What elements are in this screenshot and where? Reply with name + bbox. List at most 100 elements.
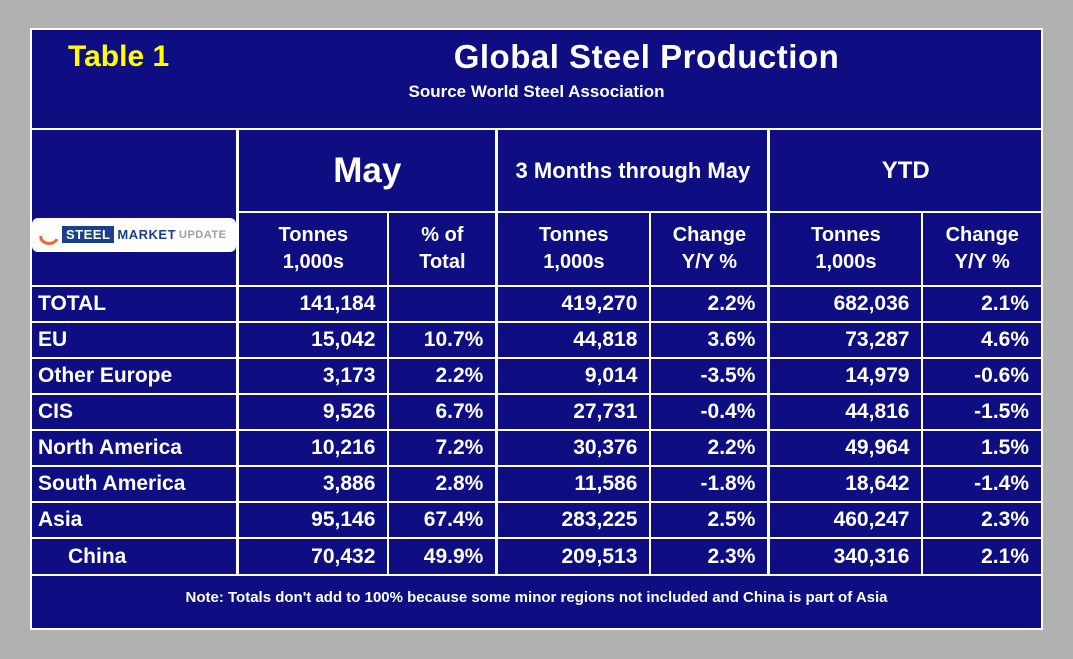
may-pct-cell: 2.2%	[387, 357, 498, 395]
source-subtitle: Source World Steel Association	[408, 82, 665, 101]
3mo-tonnes-cell: 27,731	[495, 393, 652, 431]
ytd-change-cell: 2.1%	[921, 537, 1041, 575]
group-header-may: May	[236, 129, 498, 213]
title-row: Table 1 Global Steel Production	[32, 38, 1041, 76]
may-tonnes-cell: 141,184	[236, 285, 390, 323]
ytd-change-cell: 1.5%	[921, 429, 1041, 467]
ytd-tonnes-cell: 73,287	[767, 321, 924, 359]
may-pct-cell: 6.7%	[387, 393, 498, 431]
3mo-tonnes-cell: 9,014	[495, 357, 652, 395]
ytd-change-cell: -1.4%	[921, 465, 1041, 503]
3mo-change-cell: 2.2%	[649, 429, 770, 467]
3mo-tonnes-cell: 283,225	[495, 501, 652, 539]
region-cell: North America	[32, 429, 239, 467]
region-cell: South America	[32, 465, 239, 503]
col-header-line: Y/Y %	[954, 251, 1010, 273]
col-header-3mo-change: Change Y/Y %	[649, 211, 770, 287]
table-row-total: TOTAL 141,184 419,270 2.2% 682,036 2.1%	[32, 285, 1041, 323]
footnote: Note: Totals don't add to 100% because s…	[32, 574, 1041, 619]
region-cell: TOTAL	[32, 285, 239, 323]
3mo-change-cell: 2.2%	[649, 285, 770, 323]
may-pct-cell: 10.7%	[387, 321, 498, 359]
logo-swoosh-icon	[38, 224, 58, 246]
3mo-tonnes-cell: 419,270	[495, 285, 652, 323]
logo-steel-text: STEEL	[62, 226, 115, 243]
may-pct-cell: 7.2%	[387, 429, 498, 467]
group-header-3-months: 3 Months through May	[495, 129, 770, 213]
may-tonnes-cell: 3,173	[236, 357, 390, 395]
page-title: Global Steel Production	[453, 38, 840, 75]
3mo-change-cell: -3.5%	[649, 357, 770, 395]
table-number-label: Table 1	[68, 40, 170, 73]
table-row-china: China 70,432 49.9% 209,513 2.3% 340,316 …	[32, 537, 1041, 575]
col-header-line: Total	[419, 251, 466, 273]
may-pct-cell: 67.4%	[387, 501, 498, 539]
steel-market-update-logo: STEEL MARKET UPDATE	[32, 217, 237, 252]
3mo-change-cell: -1.8%	[649, 465, 770, 503]
col-header-line: Tonnes	[278, 224, 349, 246]
col-header-line: Tonnes	[811, 224, 881, 246]
may-tonnes-cell: 10,216	[236, 429, 390, 467]
region-cell: Other Europe	[32, 357, 239, 395]
title-band: Table 1 Global Steel Production Source W…	[32, 30, 1041, 130]
region-cell: EU	[32, 321, 239, 359]
may-pct-cell: 2.8%	[387, 465, 498, 503]
ytd-tonnes-cell: 460,247	[767, 501, 924, 539]
table-row-south-america: South America 3,886 2.8% 11,586 -1.8% 18…	[32, 465, 1041, 503]
region-cell: Asia	[32, 501, 239, 539]
col-header-line: Change	[945, 224, 1019, 246]
col-header-may-tonnes: Tonnes 1,000s	[236, 211, 390, 287]
col-header-line: Change	[672, 224, 747, 246]
region-cell: CIS	[32, 393, 239, 431]
col-header-ytd-tonnes: Tonnes 1,000s	[767, 211, 924, 287]
3mo-tonnes-cell: 44,818	[495, 321, 652, 359]
ytd-tonnes-cell: 49,964	[767, 429, 924, 467]
ytd-tonnes-cell: 44,816	[767, 393, 924, 431]
may-tonnes-cell: 3,886	[236, 465, 390, 503]
col-header-line: 1,000s	[543, 251, 605, 273]
3mo-change-cell: 3.6%	[649, 321, 770, 359]
may-tonnes-cell: 70,432	[236, 537, 390, 575]
may-pct-cell: 49.9%	[387, 537, 498, 575]
group-header-row: STEEL MARKET UPDATE May 3 Months through…	[32, 129, 1041, 287]
col-header-line: % of	[421, 224, 464, 246]
ytd-change-cell: 4.6%	[921, 321, 1041, 359]
steel-production-table: STEEL MARKET UPDATE May 3 Months through…	[32, 129, 1041, 575]
ytd-tonnes-cell: 682,036	[767, 285, 924, 323]
may-tonnes-cell: 9,526	[236, 393, 390, 431]
col-header-line: 1,000s	[282, 251, 344, 273]
col-header-line: Tonnes	[539, 224, 609, 246]
ytd-tonnes-cell: 18,642	[767, 465, 924, 503]
3mo-tonnes-cell: 11,586	[495, 465, 652, 503]
col-header-line: 1,000s	[815, 251, 877, 273]
logo-market-text: MARKET	[117, 227, 177, 242]
ytd-tonnes-cell: 14,979	[767, 357, 924, 395]
steel-production-panel: Table 1 Global Steel Production Source W…	[30, 28, 1043, 630]
ytd-change-cell: -1.5%	[921, 393, 1041, 431]
column-header-row: Tonnes 1,000s % of Total Tonnes 1,000s C…	[32, 211, 1041, 287]
table-row-other-europe: Other Europe 3,173 2.2% 9,014 -3.5% 14,9…	[32, 357, 1041, 395]
3mo-tonnes-cell: 30,376	[495, 429, 652, 467]
col-header-ytd-change: Change Y/Y %	[921, 211, 1041, 287]
logo-cell: STEEL MARKET UPDATE	[32, 129, 240, 287]
may-pct-cell	[387, 285, 498, 323]
group-header-ytd: YTD	[767, 129, 1041, 213]
3mo-tonnes-cell: 209,513	[495, 537, 652, 575]
table-row-asia: Asia 95,146 67.4% 283,225 2.5% 460,247 2…	[32, 501, 1041, 539]
table-row-cis: CIS 9,526 6.7% 27,731 -0.4% 44,816 -1.5%	[32, 393, 1041, 431]
col-header-may-pct: % of Total	[387, 211, 498, 287]
3mo-change-cell: 2.3%	[649, 537, 770, 575]
col-header-3mo-tonnes: Tonnes 1,000s	[495, 211, 652, 287]
3mo-change-cell: 2.5%	[649, 501, 770, 539]
col-header-line: Y/Y %	[681, 251, 738, 273]
ytd-tonnes-cell: 340,316	[767, 537, 924, 575]
logo-update-text: UPDATE	[179, 228, 227, 241]
may-tonnes-cell: 95,146	[236, 501, 390, 539]
ytd-change-cell: 2.1%	[921, 285, 1041, 323]
table-row-north-america: North America 10,216 7.2% 30,376 2.2% 49…	[32, 429, 1041, 467]
table-row-eu: EU 15,042 10.7% 44,818 3.6% 73,287 4.6%	[32, 321, 1041, 359]
3mo-change-cell: -0.4%	[649, 393, 770, 431]
may-tonnes-cell: 15,042	[236, 321, 390, 359]
region-cell: China	[32, 537, 239, 575]
ytd-change-cell: 2.3%	[921, 501, 1041, 539]
